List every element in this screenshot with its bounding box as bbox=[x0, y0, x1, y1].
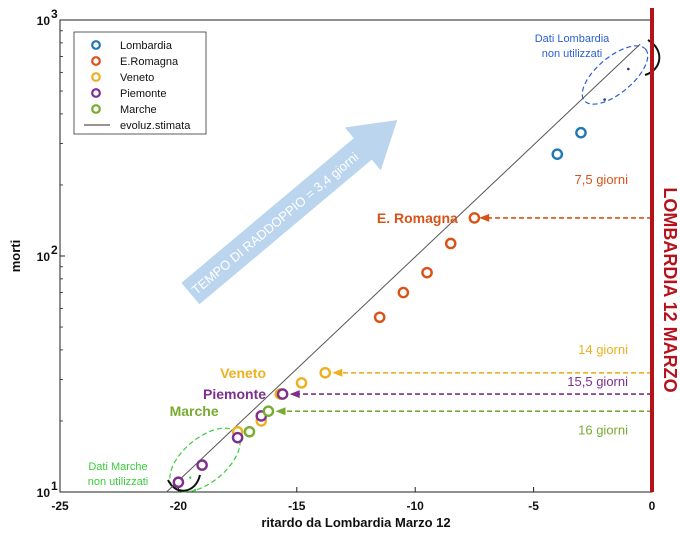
y-tick-exponent: 1 bbox=[51, 479, 58, 493]
legend-marker bbox=[91, 72, 101, 82]
data-points bbox=[172, 67, 630, 492]
excluded-marche-point bbox=[193, 488, 197, 492]
marche-excluded-line2: non utilizzati bbox=[88, 476, 149, 488]
point-eromagna bbox=[373, 311, 386, 324]
lag-label: 7,5 giorni bbox=[575, 172, 629, 187]
y-tick-exponent: 3 bbox=[51, 7, 58, 21]
point-piemonte bbox=[172, 476, 185, 489]
excluded-marche-point bbox=[189, 476, 192, 479]
x-axis-label: ritardo da Lombardia Marzo 12 bbox=[261, 515, 450, 530]
marche-excluded-line1: Dati Marche bbox=[88, 461, 147, 473]
fit-line bbox=[166, 43, 641, 493]
x-tick-label: -20 bbox=[170, 499, 188, 513]
lombardia-excluded-ellipse bbox=[581, 45, 649, 105]
lag-arrow-head bbox=[275, 407, 286, 416]
lombardia-12-marzo-label: LOMBARDIA 12 MARZO bbox=[660, 187, 680, 392]
x-tick-label: 0 bbox=[649, 499, 656, 513]
marche-excluded-curl bbox=[167, 474, 201, 492]
legend-label: E.Romagna bbox=[120, 56, 179, 68]
legend-label: evoluz.stimata bbox=[120, 120, 191, 132]
y-axis-label: morti bbox=[8, 240, 23, 273]
x-tick-label: -10 bbox=[407, 499, 425, 513]
point-eromagna bbox=[468, 212, 481, 224]
lag-label: 14 giorni bbox=[578, 342, 628, 357]
lag-label: 16 giorni bbox=[578, 423, 628, 438]
region-label: E. Romagna bbox=[377, 210, 458, 226]
legend-label: Marche bbox=[120, 104, 157, 116]
point-veneto bbox=[295, 377, 308, 389]
fit-line-group bbox=[166, 43, 641, 493]
lag-arrow-head bbox=[479, 213, 490, 222]
lag-label: 15,5 giorni bbox=[567, 374, 628, 389]
legend-marker bbox=[91, 88, 101, 98]
legend: Lombardia E.Romagna Veneto Piemonte Marche ev… bbox=[73, 31, 207, 135]
lombardia-12-marzo-line bbox=[650, 8, 654, 492]
point-lombardia bbox=[575, 126, 587, 139]
point-piemonte bbox=[196, 459, 208, 471]
legend-label: Veneto bbox=[120, 72, 154, 84]
point-marche bbox=[243, 425, 256, 438]
lag-arrow-head bbox=[332, 368, 343, 377]
point-piemonte bbox=[231, 431, 244, 444]
point-veneto bbox=[319, 366, 332, 379]
legend-marker bbox=[91, 56, 101, 66]
point-marche bbox=[262, 405, 275, 417]
y-tick-exponent: 2 bbox=[51, 243, 58, 257]
x-tick-label: -15 bbox=[288, 499, 306, 513]
legend-label: Lombardia bbox=[120, 40, 173, 52]
x-tick-label: -5 bbox=[528, 499, 539, 513]
y-tick-label: 10 bbox=[37, 14, 51, 28]
lag-arrows: 7,5 giorni 14 giorni 15,5 giorni 16 giorni bbox=[275, 172, 652, 438]
excluded-lombardia-point bbox=[627, 67, 630, 71]
lombardia-excluded-line2: non utilizzati bbox=[542, 48, 603, 60]
point-eromagna bbox=[444, 237, 457, 250]
excluded-lombardia-point bbox=[603, 98, 606, 101]
point-eromagna bbox=[397, 286, 410, 299]
x-tick-label: -25 bbox=[51, 499, 69, 513]
region-label: Piemonte bbox=[203, 386, 266, 402]
legend-label: Piemonte bbox=[120, 88, 166, 100]
lag-arrow-head bbox=[289, 390, 300, 399]
legend-marker bbox=[91, 40, 101, 50]
region-label: Veneto bbox=[220, 365, 266, 381]
lombardia-excluded-line1: Dati Lombardia bbox=[535, 33, 610, 45]
region-label: Marche bbox=[170, 403, 219, 419]
point-lombardia bbox=[551, 148, 564, 160]
y-tick-label: 10 bbox=[37, 486, 51, 500]
legend-marker bbox=[91, 104, 101, 114]
y-tick-label: 10 bbox=[37, 250, 51, 264]
legend-box bbox=[73, 31, 207, 135]
point-piemonte bbox=[276, 388, 289, 400]
point-eromagna bbox=[421, 266, 433, 279]
